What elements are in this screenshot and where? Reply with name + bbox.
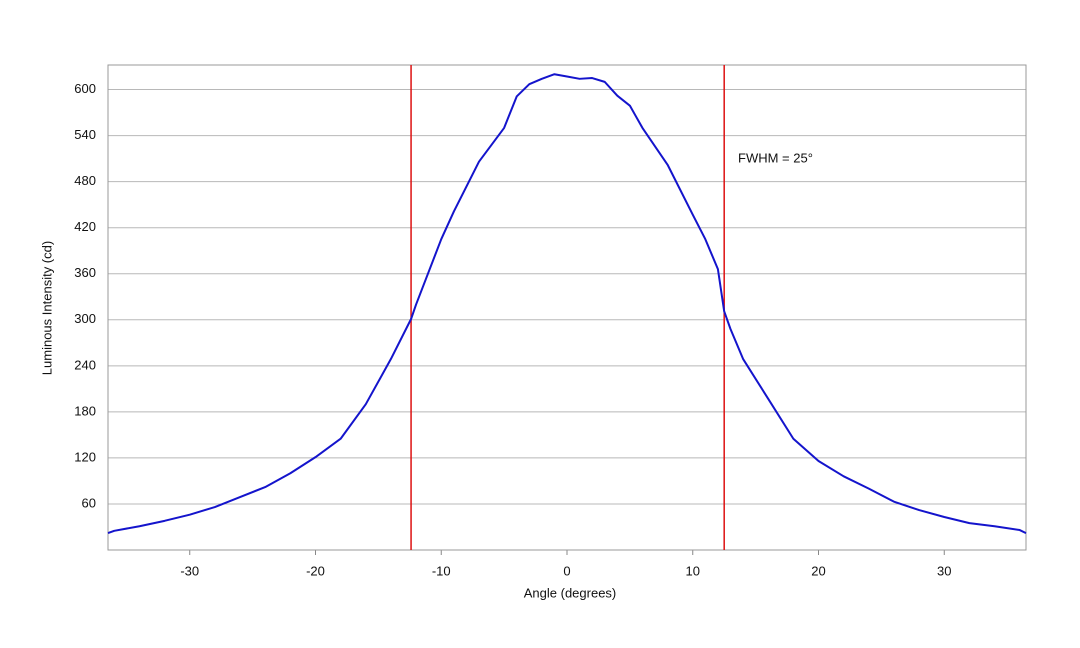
y-tick-label: 240 — [74, 357, 96, 372]
x-tick-label: -20 — [306, 563, 325, 578]
x-tick-label: 20 — [811, 563, 825, 578]
y-tick-label: 180 — [74, 403, 96, 418]
x-tick-label: 30 — [937, 563, 951, 578]
y-axis-label: Luminous Intensity (cd) — [39, 241, 54, 375]
y-tick-label: 360 — [74, 265, 96, 280]
y-tick-label: 300 — [74, 311, 96, 326]
plot-frame — [107, 64, 1027, 551]
y-tick-label: 540 — [74, 127, 96, 142]
data-line — [107, 73, 1027, 535]
annotation: FWHM = 25° — [738, 150, 813, 165]
y-tick-label: 60 — [82, 495, 96, 510]
x-axis-label: Angle (degrees) — [524, 585, 617, 600]
x-tick-label: 0 — [563, 563, 570, 578]
x-tick-label: -30 — [180, 563, 199, 578]
x-tick-label: -10 — [432, 563, 451, 578]
x-tick-label: 10 — [686, 563, 700, 578]
y-tick-label: 600 — [74, 81, 96, 96]
y-tick-label: 120 — [74, 449, 96, 464]
y-tick-label: 420 — [74, 219, 96, 234]
y-tick-label: 480 — [74, 173, 96, 188]
